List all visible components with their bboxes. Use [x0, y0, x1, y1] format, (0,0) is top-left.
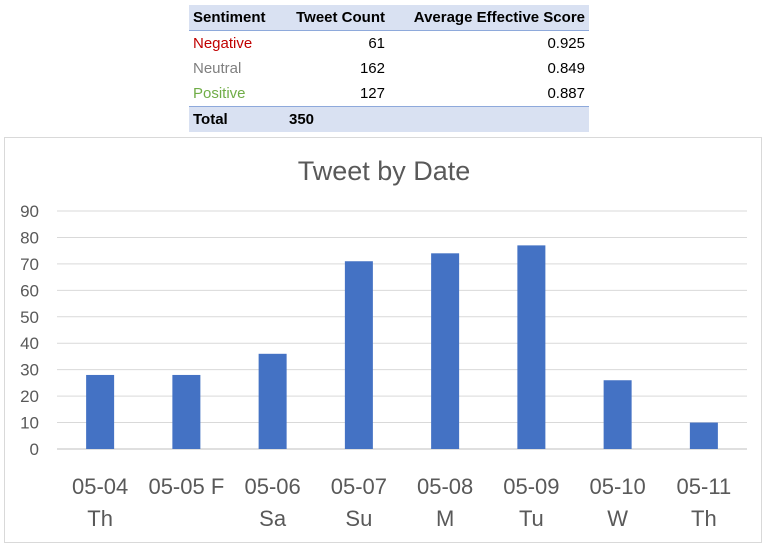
bar — [86, 374, 115, 449]
sentiment-positive: Positive — [193, 85, 246, 102]
bar — [689, 422, 718, 449]
tweet-count-cell: 162 — [359, 60, 385, 77]
table-header-row: Sentiment Tweet Count Average Effective … — [189, 5, 589, 31]
x-tick-label: 05-04 — [72, 474, 128, 499]
header-average-effective-score: Average Effective Score — [389, 5, 589, 31]
x-tick-label: 05-06 — [244, 474, 300, 499]
x-axis-ticks: 05-04 Th 05-05 F 05-06 Sa 05-07 Su 05-08 M 05-09 T… — [72, 474, 731, 531]
y-tick-label: 60 — [20, 281, 39, 300]
x-tick-label: 05-05 F — [148, 474, 224, 499]
y-tick-label: 30 — [20, 361, 39, 380]
total-label: Total — [189, 106, 285, 132]
table-row: Neutral 162 0.849 — [189, 56, 589, 81]
bar — [431, 253, 460, 449]
x-tick-label: Th — [87, 506, 113, 531]
header-sentiment: Sentiment — [189, 5, 285, 31]
table-row: Positive 127 0.887 — [189, 81, 589, 107]
total-count: 350 — [285, 106, 389, 132]
x-tick-label: 05-08 — [417, 474, 473, 499]
gridlines — [57, 210, 747, 450]
sentiment-negative: Negative — [193, 35, 253, 52]
x-tick-label: W — [607, 506, 628, 531]
x-tick-label: 05-11 — [677, 474, 732, 499]
y-tick-label: 70 — [20, 255, 39, 274]
table-row: Negative 61 0.925 — [189, 31, 589, 57]
score-cell: 0.925 — [547, 35, 585, 52]
chart-title: Tweet by Date — [298, 156, 471, 186]
tweet-by-date-chart: Tweet by Date 0 10 20 30 40 50 60 70 80 90 05-04 T… — [4, 137, 762, 543]
bar — [517, 245, 546, 449]
y-tick-label: 50 — [20, 308, 39, 327]
tweet-count-cell: 127 — [359, 85, 385, 102]
bar — [172, 374, 201, 449]
y-tick-label: 10 — [20, 414, 39, 433]
chart-svg: Tweet by Date 0 10 20 30 40 50 60 70 80 90 05-04 T… — [20, 156, 747, 531]
score-cell: 0.887 — [547, 85, 585, 102]
y-tick-label: 0 — [30, 440, 39, 459]
bars — [86, 245, 718, 449]
x-tick-label: Su — [345, 506, 372, 531]
y-tick-label: 40 — [20, 334, 39, 353]
x-tick-label: 05-09 — [503, 474, 559, 499]
sentiment-summary-table: Sentiment Tweet Count Average Effective … — [189, 5, 589, 132]
bar — [258, 353, 287, 449]
x-tick-label: 05-10 — [589, 474, 645, 499]
x-tick-label: 05-07 — [331, 474, 387, 499]
bar — [344, 261, 373, 449]
y-tick-label: 90 — [20, 202, 39, 221]
y-tick-label: 80 — [20, 228, 39, 247]
y-tick-label: 20 — [20, 387, 39, 406]
tweet-count-cell: 61 — [368, 35, 385, 52]
sentiment-neutral: Neutral — [193, 60, 242, 77]
x-tick-label: M — [436, 506, 454, 531]
x-tick-label: Th — [691, 506, 717, 531]
score-cell: 0.849 — [547, 60, 585, 77]
x-tick-label: Sa — [259, 506, 287, 531]
header-tweet-count: Tweet Count — [285, 5, 389, 31]
table-total-row: Total 350 — [189, 106, 589, 132]
total-score — [389, 106, 589, 132]
bar — [603, 380, 632, 449]
x-tick-label: Tu — [519, 506, 544, 531]
y-axis-ticks: 0 10 20 30 40 50 60 70 80 90 — [20, 202, 39, 459]
